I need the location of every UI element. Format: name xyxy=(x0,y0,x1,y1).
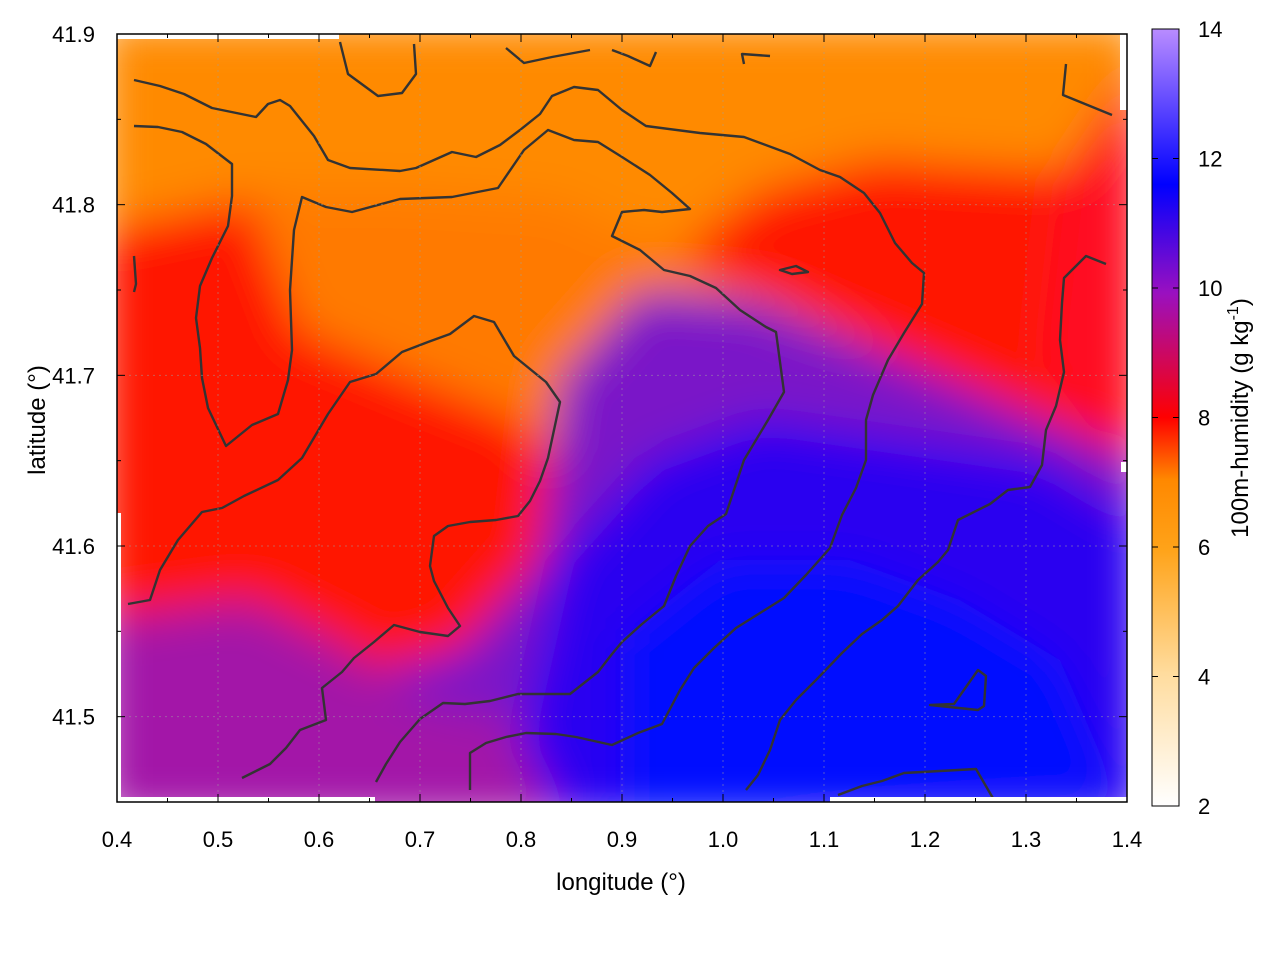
colorbar-title-main: 100m-humidity (g kg xyxy=(1227,320,1254,537)
y-tick-label: 41.6 xyxy=(52,534,95,559)
contour-line xyxy=(127,314,562,780)
x-tick-label: 1.3 xyxy=(1011,827,1042,852)
x-tick-label: 0.9 xyxy=(607,827,638,852)
x-tick-label: 1.4 xyxy=(1112,827,1143,852)
colorbar-tick-label: 2 xyxy=(1198,794,1210,819)
x-tick-label: 0.4 xyxy=(102,827,133,852)
contour-line xyxy=(1061,63,1113,117)
y-tick-label: 41.5 xyxy=(52,705,95,730)
x-axis-title: longitude (°) xyxy=(556,869,686,896)
y-axis: 41.5 41.6 41.7 41.8 41.9 xyxy=(52,22,1127,803)
y-axis-title: latitude (°) xyxy=(24,365,51,475)
y-tick-label: 41.7 xyxy=(52,363,95,388)
colorbar-tick-label: 6 xyxy=(1198,535,1210,560)
colorbar: 2 4 6 8 10 12 14 100m-humidity (g kg-1) xyxy=(1151,17,1254,819)
colorbar-tick-label: 14 xyxy=(1198,17,1222,42)
contour-line xyxy=(133,124,786,783)
contour-line xyxy=(505,47,591,65)
contour-line xyxy=(132,255,138,293)
contour-line xyxy=(740,52,771,65)
contour-line xyxy=(837,767,996,801)
x-tick-label: 0.8 xyxy=(506,827,537,852)
colorbar-tick-label: 8 xyxy=(1198,406,1210,431)
x-tick-label: 0.6 xyxy=(304,827,335,852)
colorbar-title-close: ) xyxy=(1227,298,1254,306)
contour-line xyxy=(611,48,658,68)
x-tick-label: 1.0 xyxy=(708,827,739,852)
y-tick-label: 41.8 xyxy=(52,193,95,218)
colorbar-tick-label: 10 xyxy=(1198,276,1222,301)
contour-line xyxy=(745,254,1107,791)
contour-line xyxy=(133,78,926,790)
x-axis: 0.4 0.5 0.6 0.7 0.8 0.9 1.0 1.1 1.2 1.3 1.4 xyxy=(102,34,1143,852)
colorbar-ticks: 2 4 6 8 10 12 14 xyxy=(1152,17,1222,819)
plot-edge-mask xyxy=(117,34,1127,802)
x-tick-label: 1.2 xyxy=(910,827,941,852)
contour-line xyxy=(338,41,418,98)
x-tick-label: 0.5 xyxy=(203,827,234,852)
colorbar-tick-label: 4 xyxy=(1198,665,1210,690)
contour-line xyxy=(928,668,988,712)
colorbar-title-sup: -1 xyxy=(1225,306,1242,320)
x-tick-label: 0.7 xyxy=(405,827,436,852)
colorbar-title: 100m-humidity (g kg-1) xyxy=(1225,298,1254,538)
y-tick-label: 41.9 xyxy=(52,22,95,47)
contour-line xyxy=(778,264,810,276)
colorbar-tick-label: 12 xyxy=(1198,147,1222,172)
x-tick-label: 1.1 xyxy=(809,827,840,852)
contour-lines xyxy=(127,41,1113,801)
